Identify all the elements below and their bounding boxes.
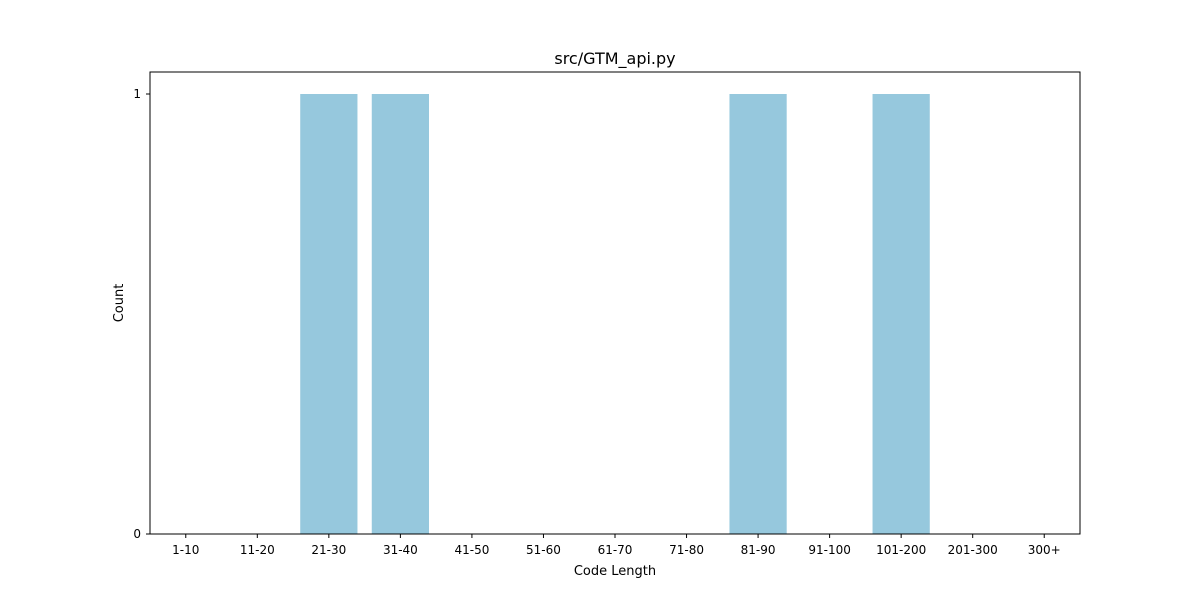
x-tick-label: 300+ xyxy=(1028,543,1061,557)
bars-group xyxy=(300,94,930,534)
x-tick-label: 101-200 xyxy=(876,543,926,557)
chart-title: src/GTM_api.py xyxy=(554,49,675,69)
x-axis-ticks: 1-10 11-20 21-30 31-40 41-50 51-60 61-70 71-80 8… xyxy=(172,534,1061,557)
bar-21-30 xyxy=(300,94,358,534)
x-tick-label: 41-50 xyxy=(454,543,489,557)
x-axis-label: Code Length xyxy=(574,564,656,579)
bar-31-40 xyxy=(371,94,429,534)
x-tick-label: 51-60 xyxy=(526,543,561,557)
x-tick-label: 201-300 xyxy=(948,543,998,557)
x-tick-label: 91-100 xyxy=(808,543,851,557)
x-tick-label: 11-20 xyxy=(240,543,275,557)
x-tick-label: 61-70 xyxy=(598,543,633,557)
y-tick-label: 0 xyxy=(133,527,141,541)
bar-101-200 xyxy=(872,94,930,534)
x-tick-label: 31-40 xyxy=(383,543,418,557)
y-tick-label: 1 xyxy=(133,87,141,101)
x-tick-label: 81-90 xyxy=(741,543,776,557)
x-tick-label: 21-30 xyxy=(311,543,346,557)
y-axis-ticks: 01 xyxy=(133,87,150,541)
plot-frame xyxy=(149,71,1081,535)
x-tick-label: 71-80 xyxy=(669,543,704,557)
bar-81-90 xyxy=(729,94,787,534)
x-tick-label: 1-10 xyxy=(172,543,199,557)
y-axis-label: Count xyxy=(112,284,127,323)
